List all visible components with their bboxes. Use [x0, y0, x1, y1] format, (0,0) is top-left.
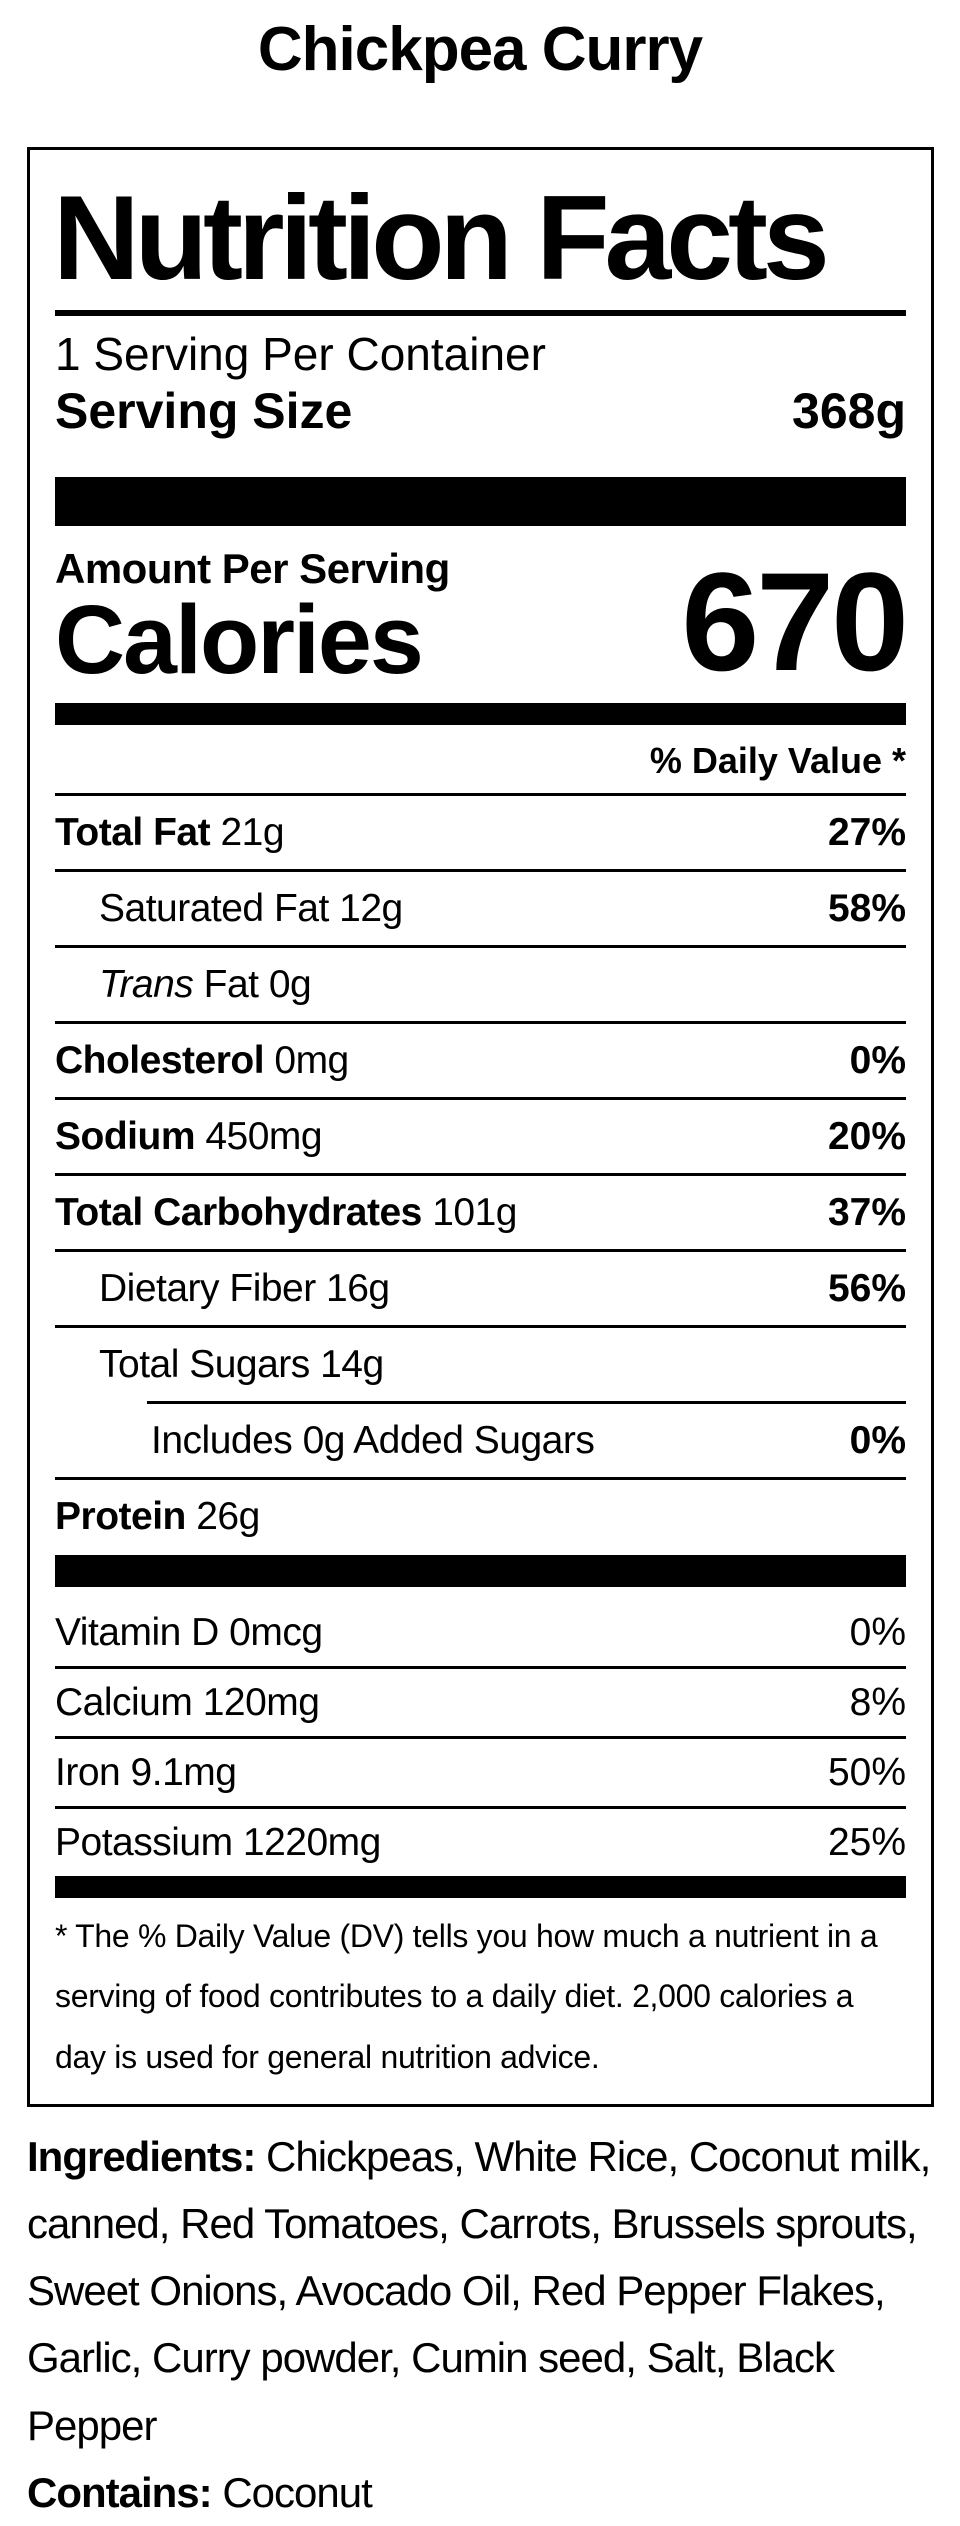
ingredients-text: Ingredients: Chickpeas, White Rice, Coco… [27, 2123, 952, 2459]
nutrient-row-trans-fat: Trans Fat 0g [55, 944, 906, 1021]
amount-per-serving-label: Amount Per Serving [55, 544, 450, 592]
separator-bar-below-calories [55, 702, 906, 725]
nutrient-row-iron: Iron 9.1mg 50% [55, 1735, 906, 1806]
daily-value-percent: 58% [827, 886, 906, 930]
calories-label: Calories [55, 584, 424, 694]
daily-value-percent: 0% [849, 1038, 906, 1082]
nutrient-row-total-fat: Total Fat 21g 27% [55, 792, 906, 869]
thick-separator-bar-protein [55, 1554, 906, 1587]
inset-divider [147, 1400, 906, 1404]
contains-value: Coconut [222, 2468, 372, 2516]
daily-value-percent: 56% [827, 1266, 906, 1310]
nutrient-row-total-sugars: Total Sugars 14g [55, 1324, 906, 1401]
daily-value-percent: 37% [827, 1190, 906, 1234]
daily-value-percent: 27% [827, 810, 906, 854]
serving-size-label: Serving Size [55, 383, 353, 440]
nutrient-row-protein: Protein 26g [55, 1476, 906, 1553]
separator-bar-footnote [55, 1875, 906, 1898]
calories-value: 670 [681, 543, 909, 701]
ingredients-label: Ingredients: [27, 2132, 256, 2180]
daily-value-percent: 0% [849, 1610, 906, 1654]
label-heading: Nutrition Facts [53, 171, 830, 306]
daily-value-percent: 8% [849, 1680, 906, 1724]
daily-value-header: % Daily Value * [649, 739, 906, 781]
vitamin-rows: Vitamin D 0mcg 0% Calcium 120mg 8% Iron … [55, 1599, 906, 1876]
contains-text: Contains: Coconut [27, 2459, 952, 2526]
serving-size-value: 368g [792, 383, 906, 440]
nutrient-row-dietary-fiber: Dietary Fiber 16g 56% [55, 1248, 906, 1325]
nutrient-row-vitamin-d: Vitamin D 0mcg 0% [55, 1610, 906, 1654]
nutrient-row-added-sugars: Includes 0g Added Sugars 0% [151, 1418, 906, 1462]
thick-separator-bar-top [55, 476, 906, 526]
daily-value-percent: 25% [827, 1820, 906, 1864]
serving-size-row: Serving Size 368g [55, 383, 906, 441]
daily-value-percent: 20% [827, 1114, 906, 1158]
ingredients-list: Chickpeas, White Rice, Coconut milk, can… [27, 2132, 931, 2449]
nutrient-row-total-carbohydrates: Total Carbohydrates 101g 37% [55, 1172, 906, 1249]
nutrient-row-sodium: Sodium 450mg 20% [55, 1096, 906, 1173]
nutrient-row-potassium: Potassium 1220mg 25% [55, 1805, 906, 1876]
page-title: Chickpea Curry [257, 15, 703, 84]
contains-label: Contains: [27, 2468, 213, 2516]
nutrition-facts-label: Nutrition Facts 1 Serving Per Container … [27, 147, 934, 2107]
calories-section: Amount Per Serving Calories 670 [55, 526, 909, 701]
daily-value-percent: 50% [827, 1750, 906, 1794]
calories-labels: Amount Per Serving Calories [55, 526, 450, 694]
nutrient-rows: Total Fat 21g 27% Saturated Fat 12g 58% … [55, 792, 906, 1553]
nutrient-row-saturated-fat: Saturated Fat 12g 58% [55, 868, 906, 945]
daily-value-footnote: * The % Daily Value (DV) tells you how m… [55, 1917, 878, 2076]
servings-per-container: 1 Serving Per Container [55, 328, 546, 381]
nutrient-row-calcium: Calcium 120mg 8% [55, 1665, 906, 1736]
nutrient-row-cholesterol: Cholesterol 0mg 0% [55, 1020, 906, 1097]
daily-value-percent: 0% [849, 1418, 906, 1462]
heading-divider [55, 310, 906, 317]
